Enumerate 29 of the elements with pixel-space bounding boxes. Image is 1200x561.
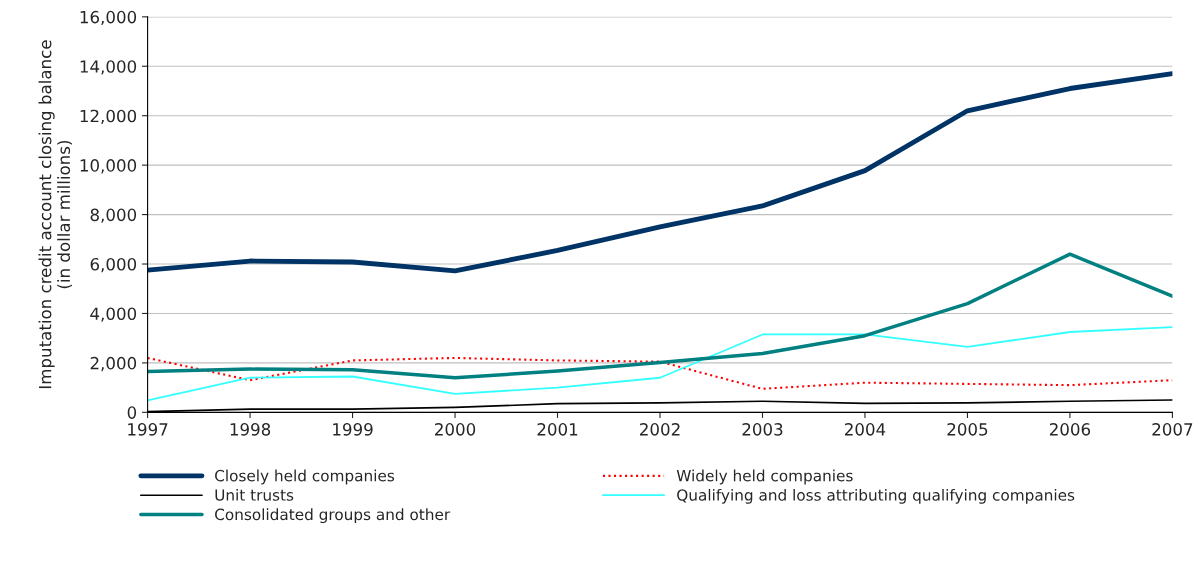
legend-label: Closely held companies <box>215 469 395 485</box>
y-tick-label: 6,000 <box>90 257 137 273</box>
y-tick-label: 4,000 <box>90 307 137 322</box>
y-tick-label: 2,000 <box>90 356 137 372</box>
legend-label: Qualifying and loss attributing qualifying companies <box>677 488 1075 504</box>
line-series <box>147 71 1173 274</box>
x-tick-label: 1999 <box>333 423 373 436</box>
y-tick-label: 8,000 <box>90 208 137 223</box>
x-tick-label: 2000 <box>435 423 476 436</box>
legend-label: Widely held companies <box>676 469 853 485</box>
line-series <box>147 326 1173 402</box>
x-tick-label: 2004 <box>844 423 886 436</box>
y-tick-label: 12,000 <box>80 109 137 124</box>
y-tick-label: 0 <box>127 406 137 419</box>
line-series <box>147 252 1173 380</box>
y-tick-label: 16,000 <box>80 10 137 26</box>
y-axis-title: Imputation credit account closing balance (in dollar millions) <box>38 40 73 389</box>
x-tick-label: 2007 <box>1152 423 1193 436</box>
x-tick-label: 1997 <box>128 423 168 436</box>
y-tick-label: 14,000 <box>80 60 137 75</box>
y-tick-label: 10,000 <box>80 159 137 174</box>
legend-label: Consolidated groups and other <box>215 508 451 524</box>
x-tick-label: 2003 <box>742 423 783 436</box>
x-tick-label: 2005 <box>947 423 988 436</box>
legend-label: Unit trusts <box>215 488 294 501</box>
x-tick-label: 2006 <box>1049 423 1091 436</box>
x-tick-label: 2002 <box>640 423 680 436</box>
x-tick-label: 1998 <box>230 423 271 436</box>
x-tick-label: 2001 <box>537 423 578 436</box>
